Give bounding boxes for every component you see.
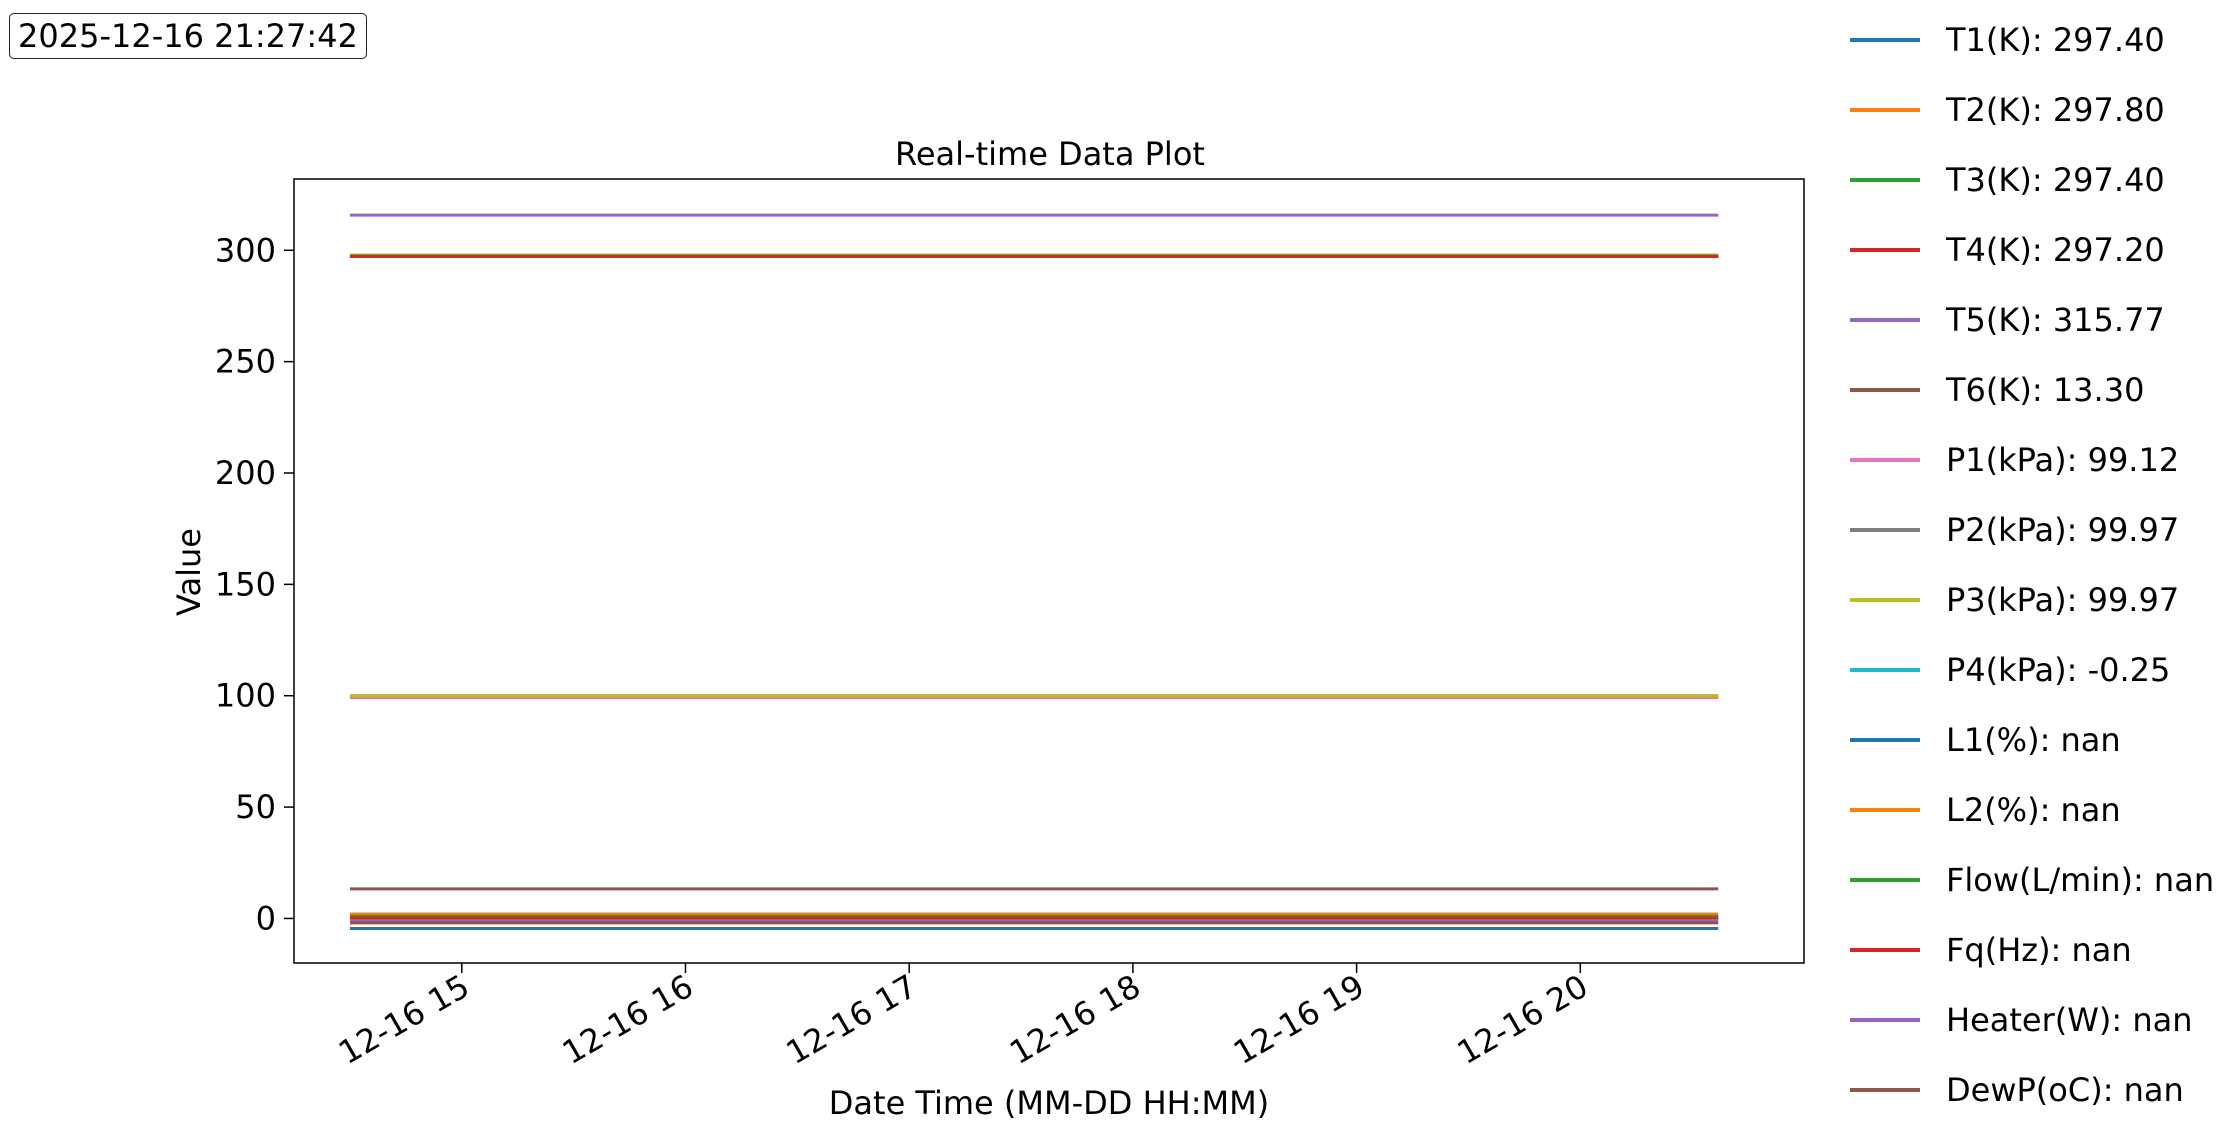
legend-swatch [1850,1088,1920,1092]
legend-swatch [1850,388,1920,392]
legend-label: P4(kPa): -0.25 [1946,651,2171,689]
x-tick-label: 12-16 16 [556,967,700,1072]
legend: T1(K): 297.40 T2(K): 297.80 T3(K): 297.40 T… [1850,18,2235,1138]
legend-item: T6(K): 13.30 [1850,368,2235,438]
x-tick-label: 12-16 20 [1451,967,1595,1072]
legend-swatch [1850,878,1920,882]
legend-swatch [1850,1018,1920,1022]
legend-swatch [1850,248,1920,252]
legend-label: T3(K): 297.40 [1946,161,2165,199]
series-lines [349,213,1719,930]
legend-label: T1(K): 297.40 [1946,21,2165,59]
chart-title: Real-time Data Plot [895,135,1205,173]
legend-item: Fq(Hz): nan [1850,928,2235,998]
legend-swatch [1850,528,1920,532]
legend-label: L1(%): nan [1946,721,2121,759]
legend-item: Heater(W): nan [1850,998,2235,1068]
legend-swatch [1850,598,1920,602]
legend-label: Heater(W): nan [1946,1001,2193,1039]
legend-item: Flow(L/min): nan [1850,858,2235,928]
legend-swatch [1850,948,1920,952]
y-axis-label: Value [170,528,208,616]
legend-item: P4(kPa): -0.25 [1850,648,2235,718]
legend-label: T2(K): 297.80 [1946,91,2165,129]
legend-label: Fq(Hz): nan [1946,931,2132,969]
legend-item: T4(K): 297.20 [1850,228,2235,298]
legend-swatch [1850,108,1920,112]
x-axis-label: Date Time (MM-DD HH:MM) [829,1084,1269,1122]
legend-label: T5(K): 315.77 [1946,301,2165,339]
y-tick-label: 100 [215,677,276,715]
legend-item: T1(K): 297.40 [1850,18,2235,88]
legend-swatch [1850,808,1920,812]
legend-label: Flow(L/min): nan [1946,861,2215,899]
legend-item: P3(kPa): 99.97 [1850,578,2235,648]
legend-swatch [1850,178,1920,182]
y-tick-label: 200 [215,454,276,492]
y-tick-label: 150 [215,565,276,603]
x-axis-ticks: 12-16 15 12-16 16 12-16 17 12-16 18 12-16 19… [332,963,1594,1072]
legend-label: P2(kPa): 99.97 [1946,511,2180,549]
legend-label: L2(%): nan [1946,791,2121,829]
legend-label: DewP(oC): nan [1946,1071,2184,1109]
legend-item: T2(K): 297.80 [1850,88,2235,158]
legend-swatch [1850,38,1920,42]
legend-label: T6(K): 13.30 [1946,371,2145,409]
x-tick-label: 12-16 18 [1003,967,1147,1072]
legend-swatch [1850,458,1920,462]
legend-label: T4(K): 297.20 [1946,231,2165,269]
legend-item: P1(kPa): 99.12 [1850,438,2235,508]
legend-swatch [1850,738,1920,742]
y-tick-label: 300 [215,231,276,269]
timestamp-label: 2025-12-16 21:27:42 [9,13,367,59]
legend-swatch [1850,668,1920,672]
legend-item: L1(%): nan [1850,718,2235,788]
plot-area-frame [293,178,1805,964]
legend-item: DewP(oC): nan [1850,1068,2235,1138]
x-tick-label: 12-16 19 [1227,967,1371,1072]
legend-item: P2(kPa): 99.97 [1850,508,2235,578]
y-tick-label: 50 [235,788,276,826]
y-axis-ticks: 0 50 100 150 200 250 300 [215,231,294,937]
x-tick-label: 12-16 17 [780,967,924,1072]
legend-label: P1(kPa): 99.12 [1946,441,2180,479]
x-tick-label: 12-16 15 [332,967,476,1072]
legend-swatch [1850,318,1920,322]
legend-label: P3(kPa): 99.97 [1946,581,2180,619]
legend-item: L2(%): nan [1850,788,2235,858]
legend-item: T3(K): 297.40 [1850,158,2235,228]
y-tick-label: 0 [256,899,276,937]
y-tick-label: 250 [215,343,276,381]
legend-item: T5(K): 315.77 [1850,298,2235,368]
